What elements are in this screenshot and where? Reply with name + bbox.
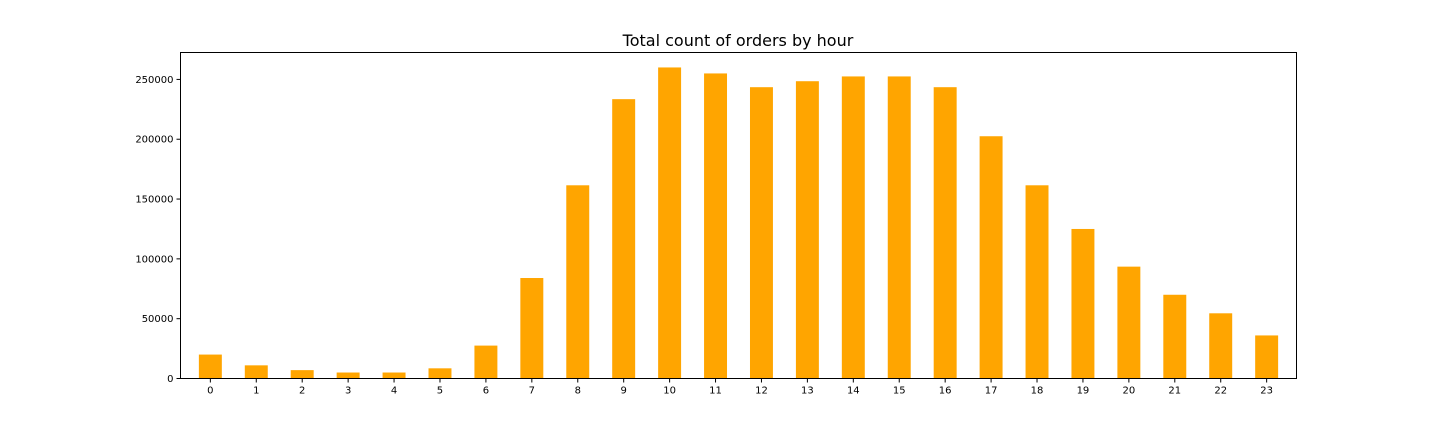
x-tick-label: 4 — [391, 386, 397, 397]
x-tick-label: 2 — [299, 386, 305, 397]
bar-hour-15 — [887, 76, 911, 379]
bar-hour-20 — [1117, 266, 1141, 379]
x-tick-label: 18 — [1031, 386, 1044, 397]
x-tick-label: 10 — [663, 386, 676, 397]
x-tick-label: 6 — [483, 386, 489, 397]
bar-hour-8 — [566, 185, 590, 379]
x-axis: 0 1 2 3 4 5 6 7 8 9 10 11 12 13 14 15 16 17 18 19 20 21 22 23 — [207, 378, 1273, 397]
bar-hour-10 — [658, 67, 682, 379]
bar-hour-3 — [336, 372, 360, 379]
bar-hour-22 — [1209, 313, 1233, 379]
x-tick-label: 23 — [1260, 386, 1273, 397]
x-tick-label: 15 — [893, 386, 906, 397]
x-tick-label: 17 — [985, 386, 998, 397]
bar-hour-7 — [520, 278, 544, 379]
y-tick-label: 50000 — [142, 314, 174, 325]
x-tick-label: 19 — [1077, 386, 1090, 397]
y-tick-label: 0 — [167, 374, 173, 385]
x-tick-label: 12 — [755, 386, 768, 397]
y-axis: 0 50000 100000 150000 200000 250000 — [135, 75, 181, 385]
bar-hour-2 — [290, 370, 314, 379]
bar-hour-21 — [1163, 294, 1187, 379]
x-tick-label: 3 — [345, 386, 351, 397]
bar-hour-13 — [795, 81, 819, 379]
bar-hour-1 — [244, 365, 268, 379]
bars-group — [198, 67, 1279, 379]
bar-hour-19 — [1071, 228, 1095, 379]
bar-hour-16 — [933, 87, 957, 379]
y-tick-label: 100000 — [135, 254, 173, 265]
x-tick-label: 7 — [529, 386, 535, 397]
bar-hour-0 — [198, 354, 222, 379]
bar-hour-18 — [1025, 185, 1049, 379]
bar-hour-4 — [382, 372, 406, 379]
x-tick-label: 21 — [1168, 386, 1181, 397]
x-tick-label: 11 — [709, 386, 722, 397]
x-tick-label: 9 — [620, 386, 626, 397]
x-tick-label: 5 — [437, 386, 443, 397]
x-tick-label: 14 — [847, 386, 860, 397]
bar-hour-6 — [474, 345, 498, 379]
x-tick-label: 20 — [1123, 386, 1136, 397]
y-tick-label: 200000 — [135, 135, 173, 146]
bar-hour-14 — [841, 76, 865, 379]
x-tick-label: 0 — [207, 386, 213, 397]
x-tick-label: 1 — [253, 386, 259, 397]
bar-hour-12 — [749, 87, 773, 379]
y-tick-label: 150000 — [135, 195, 173, 206]
x-tick-label: 13 — [801, 386, 814, 397]
y-tick-label: 250000 — [135, 75, 173, 86]
plot-frame — [180, 52, 1297, 379]
bar-hour-9 — [612, 99, 636, 379]
x-tick-label: 22 — [1214, 386, 1227, 397]
bar-hour-11 — [704, 73, 728, 379]
x-tick-label: 8 — [575, 386, 581, 397]
bar-hour-23 — [1255, 335, 1279, 379]
x-tick-label: 16 — [939, 386, 952, 397]
bar-hour-5 — [428, 368, 452, 379]
chart-title: Total count of orders by hour — [622, 31, 854, 50]
bar-hour-17 — [979, 136, 1003, 379]
